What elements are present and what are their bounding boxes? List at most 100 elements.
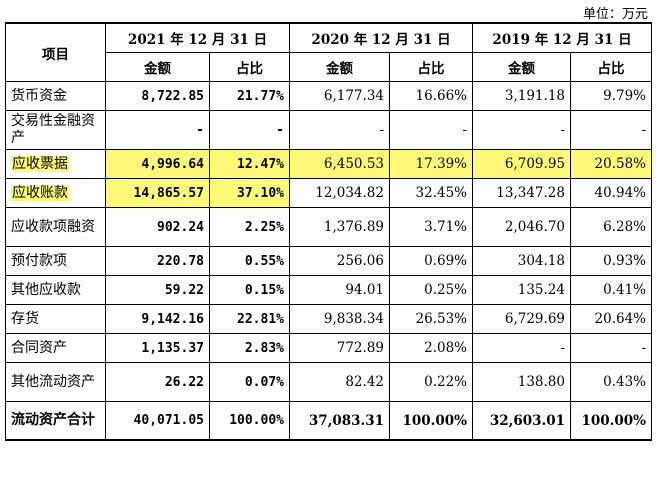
value-2021: - — [105, 110, 210, 150]
header-ratio: 占比 — [209, 52, 290, 82]
row-name: 存货 — [5, 304, 106, 334]
row-name: 其他应收款 — [5, 275, 106, 305]
ratio-2021: 22.81% — [209, 304, 290, 334]
value-2020: 82.42 — [289, 362, 390, 402]
ratio-2020: 26.53% — [389, 304, 473, 334]
row-name: 交易性金融资产 — [5, 110, 106, 150]
value-2019: 6,709.95 — [472, 149, 571, 179]
ratio-2020: 16.66% — [389, 81, 473, 111]
ratio-2019: 0.43% — [570, 362, 652, 402]
value-2021: 1,135.37 — [105, 333, 210, 363]
value-2020: 12,034.82 — [289, 178, 390, 208]
value-2020: 9,838.34 — [289, 304, 390, 334]
value-2021: 26.22 — [105, 362, 210, 402]
ratio-2021: 0.07% — [209, 362, 290, 402]
value-2019: 6,729.69 — [472, 304, 571, 334]
value-2021: 9,142.16 — [105, 304, 210, 334]
table-row: 其他流动资产 26.22 0.07% 82.42 0.22% 138.80 0.… — [5, 362, 652, 402]
ratio-2020: 2.08% — [389, 333, 473, 363]
value-2021: 4,996.64 — [105, 149, 210, 179]
value-2019: 2,046.70 — [472, 207, 571, 247]
value-2020: 772.89 — [289, 333, 390, 363]
row-name: 应收账款 — [5, 178, 106, 208]
ratio-2020: 32.45% — [389, 178, 473, 208]
value-2021: 220.78 — [105, 246, 210, 276]
ratio-2019: 40.94% — [570, 178, 652, 208]
row-name: 流动资产合计 — [5, 401, 106, 441]
value-2020: 6,450.53 — [289, 149, 390, 179]
row-name: 预付款项 — [5, 246, 106, 276]
table-row: 预付款项 220.78 0.55% 256.06 0.69% 304.18 0.… — [5, 246, 652, 276]
table-row: 交易性金融资产 - - - - - - — [5, 110, 652, 150]
value-2020: 256.06 — [289, 246, 390, 276]
table-row: 合同资产 1,135.37 2.83% 772.89 2.08% - - — [5, 333, 652, 363]
ratio-2019: 0.41% — [570, 275, 652, 305]
ratio-2019: 9.79% — [570, 81, 652, 111]
row-name: 应收款项融资 — [5, 207, 106, 247]
ratio-2019: 20.64% — [570, 304, 652, 334]
value-2021: 8,722.85 — [105, 81, 210, 111]
value-2019: 32,603.01 — [472, 401, 571, 441]
value-2020: 37,083.31 — [289, 401, 390, 441]
value-2021: 59.22 — [105, 275, 210, 305]
row-name: 应收票据 — [5, 149, 106, 179]
value-2019: 13,347.28 — [472, 178, 571, 208]
header-amount: 金额 — [472, 52, 571, 82]
ratio-2019: - — [570, 333, 652, 363]
value-2019: 3,191.18 — [472, 81, 571, 111]
ratio-2021: 37.10% — [209, 178, 290, 208]
table-row: 应收款项融资 902.24 2.25% 1,376.89 3.71% 2,046… — [5, 207, 652, 247]
ratio-2020: 17.39% — [389, 149, 473, 179]
table-row: 货币资金 8,722.85 21.77% 6,177.34 16.66% 3,1… — [5, 81, 652, 111]
ratio-2021: 0.55% — [209, 246, 290, 276]
table-row: 其他应收款 59.22 0.15% 94.01 0.25% 135.24 0.4… — [5, 275, 652, 305]
ratio-2020: - — [389, 110, 473, 150]
unit-label: 单位：万元 — [582, 7, 648, 22]
value-2019: 135.24 — [472, 275, 571, 305]
ratio-2021: 0.15% — [209, 275, 290, 305]
ratio-2021: 2.25% — [209, 207, 290, 247]
header-amount: 金额 — [289, 52, 390, 82]
ratio-2019: 0.93% — [570, 246, 652, 276]
value-2020: - — [289, 110, 390, 150]
total-row: 流动资产合计 40,071.05 100.00% 37,083.31 100.0… — [5, 401, 652, 441]
row-name: 货币资金 — [5, 81, 106, 111]
ratio-2021: 12.47% — [209, 149, 290, 179]
value-2021: 902.24 — [105, 207, 210, 247]
row-name: 其他流动资产 — [5, 362, 106, 402]
ratio-2019: 20.58% — [570, 149, 652, 179]
header-ratio: 占比 — [570, 52, 652, 82]
ratio-2019: 6.28% — [570, 207, 652, 247]
header-year-2020: 2020 年 12 月 31 日 — [289, 22, 473, 53]
value-2020: 94.01 — [289, 275, 390, 305]
header-year-2019: 2019 年 12 月 31 日 — [472, 22, 652, 53]
table-row: 存货 9,142.16 22.81% 9,838.34 26.53% 6,729… — [5, 304, 652, 334]
value-2019: - — [472, 110, 571, 150]
value-2019: - — [472, 333, 571, 363]
ratio-2021: 21.77% — [209, 81, 290, 111]
ratio-2020: 3.71% — [389, 207, 473, 247]
value-2021: 40,071.05 — [105, 401, 210, 441]
value-2019: 304.18 — [472, 246, 571, 276]
row-name-text: 应收票据 — [11, 155, 69, 172]
ratio-2019: 100.00% — [570, 401, 652, 441]
value-2021: 14,865.57 — [105, 178, 210, 208]
ratio-2020: 100.00% — [389, 401, 473, 441]
value-2020: 6,177.34 — [289, 81, 390, 111]
value-2020: 1,376.89 — [289, 207, 390, 247]
ratio-2019: - — [570, 110, 652, 150]
header-amount: 金额 — [105, 52, 210, 82]
header-year-2021: 2021 年 12 月 31 日 — [105, 22, 290, 53]
current-assets-table: 项目 2021 年 12 月 31 日 2020 年 12 月 31 日 201… — [5, 22, 652, 441]
table-row: 应收票据 4,996.64 12.47% 6,450.53 17.39% 6,7… — [5, 149, 652, 179]
header-item: 项目 — [5, 22, 106, 82]
value-2019: 138.80 — [472, 362, 571, 402]
ratio-2021: 100.00% — [209, 401, 290, 441]
ratio-2020: 0.22% — [389, 362, 473, 402]
header-ratio: 占比 — [389, 52, 473, 82]
table-row: 应收账款 14,865.57 37.10% 12,034.82 32.45% 1… — [5, 178, 652, 208]
row-name: 合同资产 — [5, 333, 106, 363]
row-name-text: 应收账款 — [11, 184, 69, 201]
ratio-2021: 2.83% — [209, 333, 290, 363]
ratio-2020: 0.69% — [389, 246, 473, 276]
